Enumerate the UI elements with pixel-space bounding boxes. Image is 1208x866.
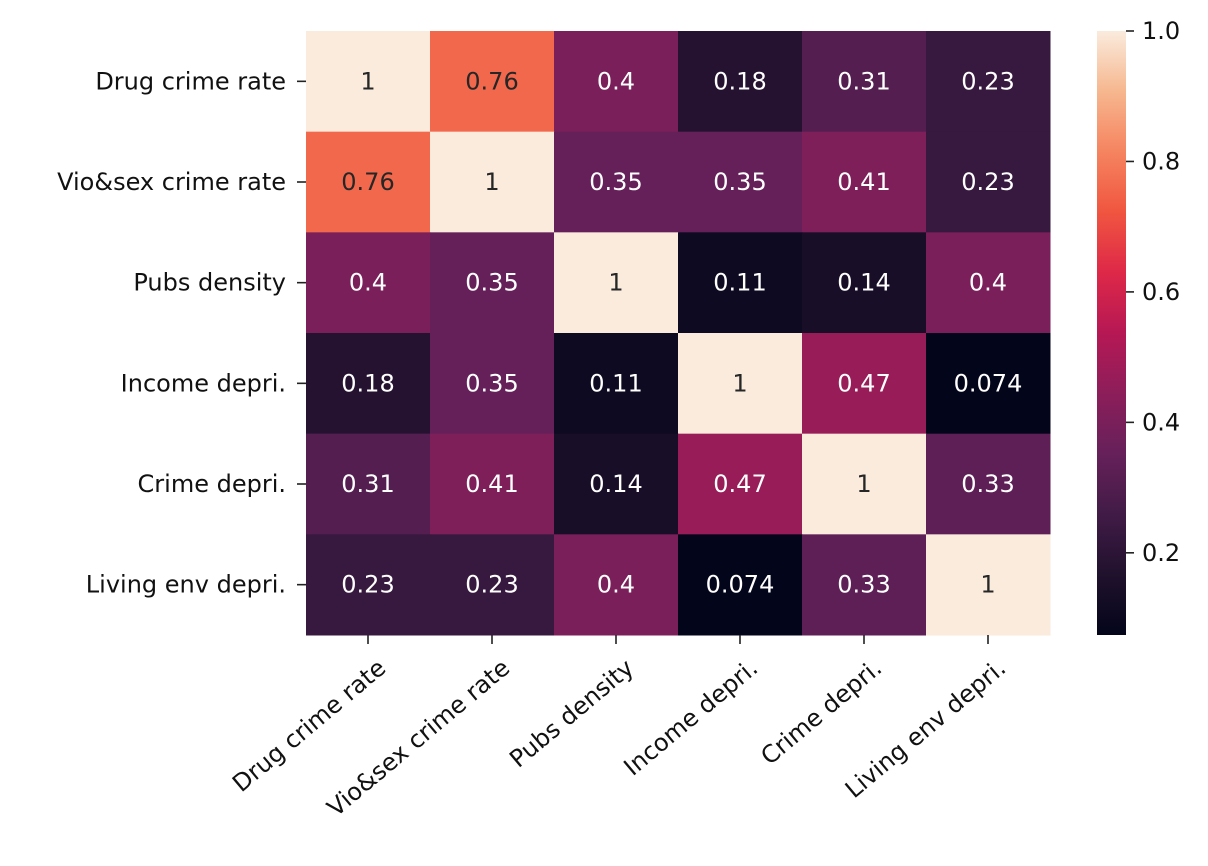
cell-value-label: 0.35 bbox=[465, 369, 518, 397]
y-tick-label-living-env-depri: Living env depri. bbox=[86, 571, 286, 599]
cell-value-label: 1 bbox=[732, 369, 747, 397]
heatmap-cell-drug-crime-rate-income-depri bbox=[678, 31, 803, 133]
cell-value-label: 0.4 bbox=[597, 571, 635, 599]
x-tick-label-income-depri: Income depri. bbox=[619, 654, 764, 782]
colorbar-tick-label: 0.8 bbox=[1142, 147, 1180, 175]
heatmap-cell-living-env-depri-vio-sex-crime-rate bbox=[430, 534, 555, 636]
y-tick-label-vio-sex-crime-rate: Vio&sex crime rate bbox=[57, 168, 286, 196]
cell-value-label: 1 bbox=[980, 571, 995, 599]
colorbar-tick-label: 1.0 bbox=[1142, 17, 1180, 45]
heatmap-cell-pubs-density-drug-crime-rate bbox=[306, 232, 431, 334]
heatmap-cell-income-depri-pubs-density bbox=[554, 333, 679, 435]
cell-value-label: 0.33 bbox=[837, 571, 890, 599]
cell-value-label: 0.23 bbox=[961, 67, 1014, 95]
heatmap-cell-vio-sex-crime-rate-crime-depri bbox=[802, 131, 927, 233]
y-tick-label-drug-crime-rate: Drug crime rate bbox=[95, 67, 286, 95]
cell-value-label: 0.4 bbox=[969, 269, 1007, 297]
cell-value-label: 0.35 bbox=[713, 168, 766, 196]
x-tick-label-pubs-density: Pubs density bbox=[504, 654, 639, 774]
heatmap-cell-drug-crime-rate-drug-crime-rate bbox=[306, 31, 431, 133]
heatmap-cell-living-env-depri-drug-crime-rate bbox=[306, 534, 431, 636]
cell-value-label: 0.76 bbox=[341, 168, 394, 196]
heatmap-cell-living-env-depri-pubs-density bbox=[554, 534, 679, 636]
cell-value-label: 0.76 bbox=[465, 67, 518, 95]
cell-value-label: 0.33 bbox=[961, 470, 1014, 498]
colorbar-tick-label: 0.2 bbox=[1142, 539, 1180, 567]
cell-value-label: 0.14 bbox=[589, 470, 642, 498]
heatmap-cell-pubs-density-vio-sex-crime-rate bbox=[430, 232, 555, 334]
cell-value-label: 0.35 bbox=[589, 168, 642, 196]
heatmap-cell-income-depri-vio-sex-crime-rate bbox=[430, 333, 555, 435]
heatmap-cells bbox=[306, 31, 1051, 636]
heatmap-cell-crime-depri-crime-depri bbox=[802, 433, 927, 535]
cell-value-label: 0.23 bbox=[465, 571, 518, 599]
heatmap-cell-vio-sex-crime-rate-income-depri bbox=[678, 131, 803, 233]
cell-value-label: 0.4 bbox=[597, 67, 635, 95]
colorbar: 0.2 0.4 0.6 0.8 1.0 bbox=[1097, 17, 1180, 635]
heatmap-cell-income-depri-drug-crime-rate bbox=[306, 333, 431, 435]
cell-value-label: 1 bbox=[484, 168, 499, 196]
colorbar-tick-label: 0.6 bbox=[1142, 278, 1180, 306]
colorbar-scale bbox=[1097, 31, 1126, 635]
cell-value-label: 0.41 bbox=[465, 470, 518, 498]
heatmap-cell-crime-depri-vio-sex-crime-rate bbox=[430, 433, 555, 535]
cell-value-label: 0.11 bbox=[713, 269, 766, 297]
cell-value-label: 0.47 bbox=[713, 470, 766, 498]
cell-value-label: 0.47 bbox=[837, 369, 890, 397]
y-axis: Drug crime rate Vio&sex crime rate Pubs de… bbox=[57, 67, 306, 599]
heatmap-cell-living-env-depri-crime-depri bbox=[802, 534, 927, 636]
y-tick-label-income-depri: Income depri. bbox=[121, 369, 286, 397]
heatmap-cell-crime-depri-pubs-density bbox=[554, 433, 679, 535]
heatmap-cell-pubs-density-pubs-density bbox=[554, 232, 679, 334]
heatmap-cell-vio-sex-crime-rate-pubs-density bbox=[554, 131, 679, 233]
heatmap-cell-pubs-density-living-env-depri bbox=[926, 232, 1051, 334]
heatmap-cell-pubs-density-crime-depri bbox=[802, 232, 927, 334]
cell-value-label: 0.23 bbox=[961, 168, 1014, 196]
heatmap-cell-living-env-depri-income-depri bbox=[678, 534, 803, 636]
heatmap-cell-crime-depri-income-depri bbox=[678, 433, 803, 535]
heatmap-cell-income-depri-living-env-depri bbox=[926, 333, 1051, 435]
cell-annotations: 1 0.76 0.4 0.18 0.31 0.230.76 1 0.35 0.35 0.41 0.2… bbox=[341, 67, 1022, 598]
heatmap-cell-crime-depri-living-env-depri bbox=[926, 433, 1051, 535]
colorbar-tick-label: 0.4 bbox=[1142, 408, 1180, 436]
cell-value-label: 0.41 bbox=[837, 168, 890, 196]
heatmap-cell-income-depri-crime-depri bbox=[802, 333, 927, 435]
y-tick-label-pubs-density: Pubs density bbox=[133, 269, 286, 297]
heatmap-cell-pubs-density-income-depri bbox=[678, 232, 803, 334]
heatmap-cell-drug-crime-rate-living-env-depri bbox=[926, 31, 1051, 133]
heatmap-cell-drug-crime-rate-pubs-density bbox=[554, 31, 679, 133]
cell-value-label: 0.074 bbox=[706, 571, 775, 599]
cell-value-label: 1 bbox=[360, 67, 375, 95]
cell-value-label: 0.18 bbox=[713, 67, 766, 95]
heatmap-cell-vio-sex-crime-rate-drug-crime-rate bbox=[306, 131, 431, 233]
cell-value-label: 0.23 bbox=[341, 571, 394, 599]
cell-value-label: 0.14 bbox=[837, 269, 890, 297]
heatmap-cell-vio-sex-crime-rate-living-env-depri bbox=[926, 131, 1051, 233]
heatmap-cell-income-depri-income-depri bbox=[678, 333, 803, 435]
cell-value-label: 0.074 bbox=[954, 369, 1023, 397]
heatmap-cell-living-env-depri-living-env-depri bbox=[926, 534, 1051, 636]
cell-value-label: 0.35 bbox=[465, 269, 518, 297]
cell-value-label: 0.31 bbox=[837, 67, 890, 95]
heatmap-cell-crime-depri-drug-crime-rate bbox=[306, 433, 431, 535]
cell-value-label: 1 bbox=[856, 470, 871, 498]
heatmap-cell-vio-sex-crime-rate-vio-sex-crime-rate bbox=[430, 131, 555, 233]
cell-value-label: 1 bbox=[608, 269, 623, 297]
heatmap-cell-drug-crime-rate-vio-sex-crime-rate bbox=[430, 31, 555, 133]
x-tick-label-crime-depri: Crime depri. bbox=[755, 654, 887, 771]
cell-value-label: 0.31 bbox=[341, 470, 394, 498]
heatmap-cell-drug-crime-rate-crime-depri bbox=[802, 31, 927, 133]
cell-value-label: 0.11 bbox=[589, 369, 642, 397]
y-tick-label-crime-depri: Crime depri. bbox=[138, 470, 286, 498]
cell-value-label: 0.4 bbox=[349, 269, 387, 297]
cell-value-label: 0.18 bbox=[341, 369, 394, 397]
